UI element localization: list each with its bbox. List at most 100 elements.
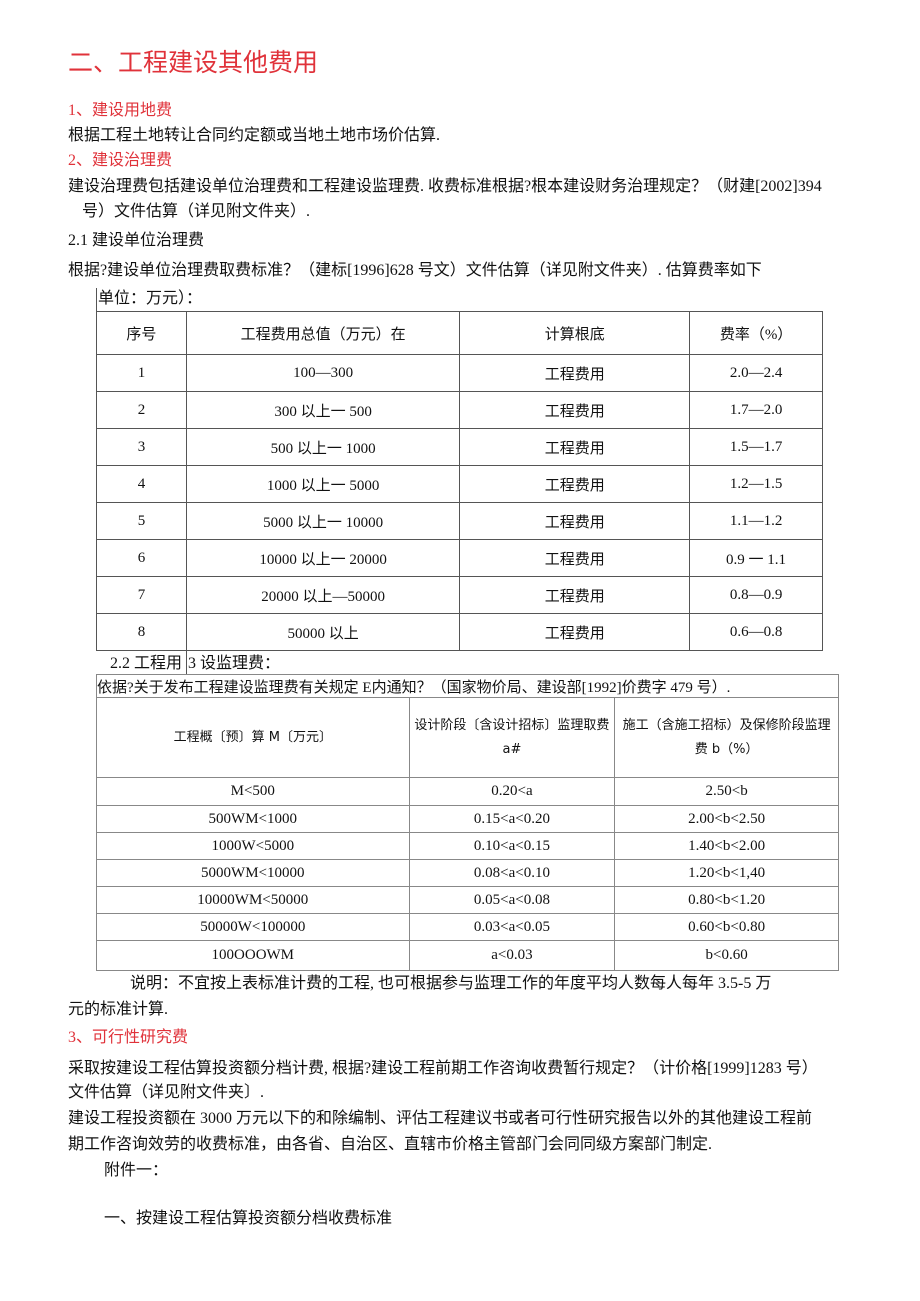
table-cell: 1000W<5000 [96, 832, 410, 860]
table-header-row: 工程概〔预〕算 M〔万元〕 设计阶段〔含设计招标〕监理取费 a# 施工（含施工招… [96, 697, 839, 778]
table-cell: b<0.60 [614, 940, 839, 971]
table-cell: 2 [96, 391, 187, 429]
table-cell: 1 [96, 354, 187, 392]
table-row: 5000WM<10000 0.08<a<0.10 1.20<b<1,40 [96, 859, 839, 887]
table-cell: 50000 以上 [185, 613, 461, 651]
table-cell: 0.8—0.9 [689, 576, 823, 614]
table-cell: 1000 以上一 5000 [185, 465, 461, 503]
table-cell: 0.15<a<0.20 [408, 805, 616, 833]
table-cell: 1.5—1.7 [689, 428, 823, 466]
table-cell: 0.6—0.8 [689, 613, 823, 651]
table-cell: 100OOOWM [96, 940, 410, 971]
table-cell: 0.60<b<0.80 [614, 913, 839, 941]
table-cell: 2.50<b [614, 777, 839, 806]
table-cell: 1.1—1.2 [689, 502, 823, 540]
table-cell: 工程费用 [459, 391, 691, 429]
table-cell: 0.10<a<0.15 [408, 832, 616, 860]
table-cell: 工程费用 [459, 613, 691, 651]
table-row: 1000W<5000 0.10<a<0.15 1.40<b<2.00 [96, 832, 839, 860]
table-cell: 1.20<b<1,40 [614, 859, 839, 887]
table-row: 4 1000 以上一 5000 工程费用 1.2—1.5 [96, 465, 823, 503]
s1-title: 1、建设用地费 [68, 102, 173, 119]
table-cell: 300 以上一 500 [185, 391, 461, 429]
table-cell: 工程费用 [459, 502, 691, 540]
table-cell: 5000WM<10000 [96, 859, 410, 887]
note-line-1: 说明：不宜按上表标准计费的工程, 也可根据参与监理工作的年度平均人数每人每年 3… [130, 975, 772, 992]
basis-cell: 依据?关于发布工程建设监理费有关规定 E内通知？（国家物价局、建设部[1992]… [96, 674, 839, 698]
sub22-title-b: 3 设监理费： [188, 655, 281, 672]
header-cell: 计算根底 [459, 311, 691, 355]
table-cell: M<500 [96, 777, 410, 806]
table-cell: 2.0—2.4 [689, 354, 823, 392]
table-cell: 0.9 一 1.1 [689, 539, 823, 577]
table-row: 7 20000 以上—50000 工程费用 0.8—0.9 [96, 576, 823, 614]
table-row: 2 300 以上一 500 工程费用 1.7—2.0 [96, 391, 823, 429]
table-cell: 20000 以上—50000 [185, 576, 461, 614]
attachment-title: 一、按建设工程估算投资额分档收费标准 [104, 1210, 393, 1227]
table-cell: 0.03<a<0.05 [408, 913, 616, 941]
header-cell: 工程概〔预〕算 M〔万元〕 [96, 697, 410, 778]
table-cell: 0.80<b<1.20 [614, 886, 839, 914]
s3-p1-2: 文件估算（详见附文件夹〕. [68, 1084, 265, 1101]
header-cell: 费率（%） [689, 311, 823, 355]
unit-label: 单位：万元）： [98, 290, 203, 307]
s2-text-1: 建设治理费包括建设单位治理费和工程建设监理费. 收费标准根据?根本建设财务治理规… [68, 178, 822, 195]
sub21-text: 根据?建设单位治理费取费标准？（建标[1996]628 号文）文件估算（详见附文… [68, 262, 762, 279]
fee-rate-table: 序号 工程费用总值（万元）在 计算根底 费率（%） 1 100—300 工程费用 2.… [96, 311, 823, 651]
table-cell: 500WM<1000 [96, 805, 410, 833]
table-cell: 工程费用 [459, 576, 691, 614]
table-cell: 工程费用 [459, 465, 691, 503]
table-cell: 0.05<a<0.08 [408, 886, 616, 914]
table-cell: 工程费用 [459, 539, 691, 577]
table-row: 5 5000 以上一 10000 工程费用 1.1—1.2 [96, 502, 823, 540]
table-row: 1 100—300 工程费用 2.0—2.4 [96, 354, 823, 392]
table-cell: 1.2—1.5 [689, 465, 823, 503]
table-cell: 100—300 [185, 354, 461, 392]
s3-title: 3、可行性研究费 [68, 1029, 189, 1046]
sub22-title-a: 2.2 工程用 [110, 655, 183, 672]
sub21-title: 2.1 建设单位治理费 [68, 232, 205, 249]
table-cell: 500 以上一 1000 [185, 428, 461, 466]
s3-p1-1: 采取按建设工程估算投资额分档计费, 根据?建设工程前期工作咨询收费暂行规定？（计… [68, 1060, 818, 1077]
attachment-label: 附件一： [104, 1162, 169, 1179]
table-cell: 10000 以上一 20000 [185, 539, 461, 577]
table-cell: 工程费用 [459, 428, 691, 466]
table-row: 50000W<100000 0.03<a<0.05 0.60<b<0.80 [96, 913, 839, 941]
table-cell: 2.00<b<2.50 [614, 805, 839, 833]
table-cell: 1.40<b<2.00 [614, 832, 839, 860]
s2-title: 2、建设治理费 [68, 152, 173, 169]
header-cell: 工程费用总值（万元）在 [185, 311, 461, 355]
table-cell: 4 [96, 465, 187, 503]
table-cell: 5000 以上一 10000 [185, 502, 461, 540]
table-border-remnant [186, 651, 187, 674]
table-row: 6 10000 以上一 20000 工程费用 0.9 一 1.1 [96, 539, 823, 577]
unit-border [96, 288, 97, 312]
table-cell: 工程费用 [459, 354, 691, 392]
s2-text-2: 号）文件估算（详见附文件夹）. [82, 203, 311, 220]
header-cell: 序号 [96, 311, 187, 355]
table-cell: 0.08<a<0.10 [408, 859, 616, 887]
table-header-row: 序号 工程费用总值（万元）在 计算根底 费率（%） [96, 311, 823, 355]
table-cell: 6 [96, 539, 187, 577]
table-row: 10000WM<50000 0.05<a<0.08 0.80<b<1.20 [96, 886, 839, 914]
table-cell: 5 [96, 502, 187, 540]
s1-text: 根据工程土地转让合同约定额或当地土地市场价估算. [68, 127, 441, 144]
header-cell: 设计阶段〔含设计招标〕监理取费 a# [408, 697, 616, 778]
s3-p2-2: 期工作咨询效劳的收费标准，由各省、自治区、直辖市价格主管部门会同同级方案部门制定… [68, 1136, 713, 1153]
table-row: 100OOOWM a<0.03 b<0.60 [96, 940, 839, 971]
table-row: 3 500 以上一 1000 工程费用 1.5—1.7 [96, 428, 823, 466]
table-cell: 10000WM<50000 [96, 886, 410, 914]
table-cell: 1.7—2.0 [689, 391, 823, 429]
header-cell: 施工（含施工招标）及保修阶段监理费 b（%） [614, 697, 839, 778]
table-cell: a<0.03 [408, 940, 616, 971]
table-cell: 7 [96, 576, 187, 614]
table-cell: 8 [96, 613, 187, 651]
table-row: 500WM<1000 0.15<a<0.20 2.00<b<2.50 [96, 805, 839, 833]
table-cell: 3 [96, 428, 187, 466]
table-cell: 0.20<a [408, 777, 616, 806]
note-line-2: 元的标准计算. [68, 1001, 169, 1018]
table-row: 8 50000 以上 工程费用 0.6—0.8 [96, 613, 823, 651]
s3-p2-1: 建设工程投资额在 3000 万元以下的和除编制、评估工程建议书或者可行性研究报告… [68, 1110, 813, 1127]
section-heading: 二、工程建设其他费用 [68, 50, 319, 77]
